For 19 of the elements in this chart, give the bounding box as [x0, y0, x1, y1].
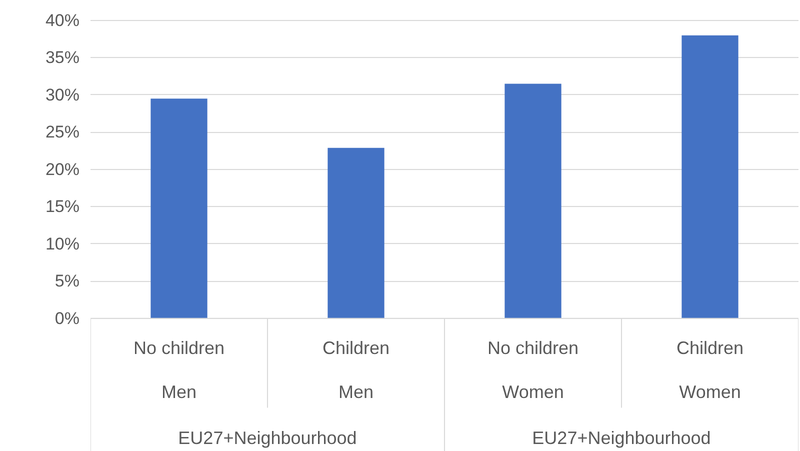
y-tick-label: 0%: [54, 308, 80, 328]
y-tick-label: 30%: [45, 85, 80, 104]
category-label: Children Women: [676, 338, 744, 402]
text: EU27+Neighbourhood: [178, 428, 357, 448]
category-label: No children Men: [133, 338, 225, 402]
y-tick-label: 20%: [45, 160, 80, 179]
y-tick-label: 5%: [54, 272, 80, 291]
bar: [504, 84, 562, 318]
bar: [150, 98, 208, 318]
y-tick-label: 40%: [45, 10, 80, 30]
y-tick-label: 10%: [45, 234, 80, 254]
bar: [328, 148, 384, 318]
y-tick-label: 15%: [45, 197, 80, 216]
text: EU27+Neighbourhood: [532, 428, 711, 448]
bar: [682, 35, 738, 318]
y-tick-label: 25%: [45, 122, 80, 142]
category-label: Children Men: [322, 338, 390, 402]
y-tick-label: 35%: [45, 48, 80, 68]
category-label: No children Women: [487, 338, 579, 402]
